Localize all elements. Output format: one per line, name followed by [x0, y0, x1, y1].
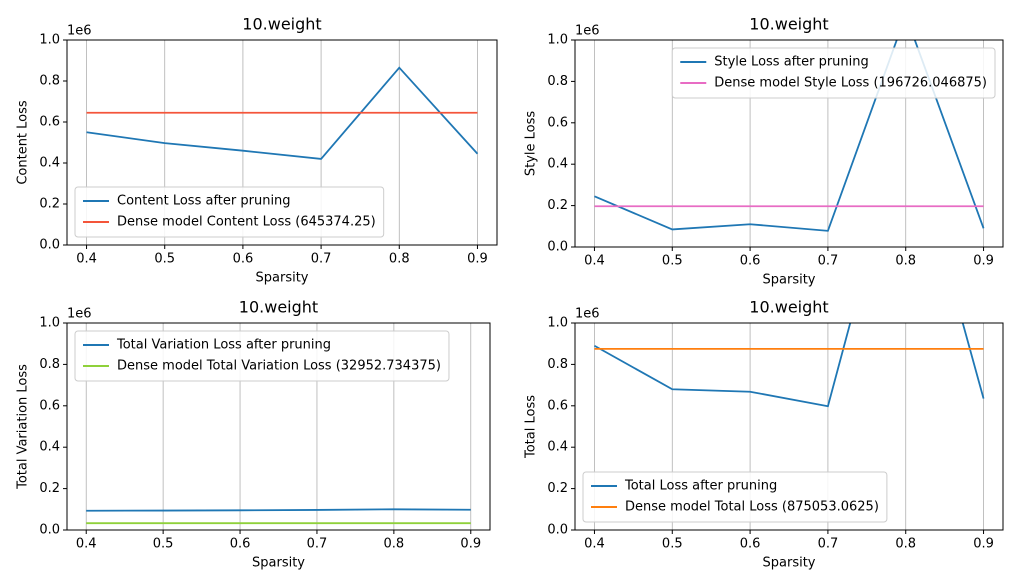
y-tick-label: 0.2 [547, 198, 568, 213]
x-tick-label: 0.7 [818, 254, 839, 269]
y-axis-label: Total Loss [524, 395, 539, 459]
y-tick-label: 0.0 [39, 238, 60, 253]
subplot: 0.4 0.5 0.6 0.7 0.8 0.9 0.0 0.2 0.4 0.6 0.8 1.0 10.w… [524, 298, 1004, 571]
x-tick-label: 0.8 [389, 252, 410, 267]
x-tick-label: 0.9 [973, 254, 994, 269]
series-line [594, 323, 985, 408]
chart-title: 10.weight [749, 15, 828, 34]
subplot: 0.4 0.5 0.6 0.7 0.8 0.9 0.0 0.2 0.4 0.6 0.8 1.0 10.w… [16, 298, 491, 571]
y-axis-label: Style Loss [524, 111, 539, 177]
legend-box [74, 330, 450, 382]
x-axis-label: Sparsity [763, 556, 816, 571]
y-axis-label: Total Variation Loss [16, 364, 31, 490]
x-tick-label: 0.4 [584, 254, 605, 269]
x-tick-label: 0.6 [740, 254, 761, 269]
plot-lines [86, 66, 479, 160]
x-tick-label: 0.5 [662, 254, 683, 269]
legend-label: Dense model Total Variation Loss (32952.… [117, 359, 441, 374]
legend: Style Loss after pruning Dense model Styl… [671, 47, 996, 99]
x-tick-label: 0.5 [662, 537, 683, 552]
y-tick-label: 1.0 [547, 316, 568, 331]
x-tick-label: 0.9 [460, 537, 481, 552]
chart-title: 10.weight [242, 15, 321, 34]
y-tick-label: 0.4 [39, 440, 60, 455]
legend-box [671, 47, 996, 99]
x-tick-label: 0.6 [233, 252, 254, 267]
axes-frame [574, 39, 1004, 248]
series-line [86, 66, 479, 160]
y-tick-label: 0.8 [39, 357, 60, 372]
x-axis-label: Sparsity [256, 271, 309, 286]
axes-frame [574, 322, 1004, 531]
x-tick-label: 0.4 [76, 537, 97, 552]
x-tick-label: 0.5 [153, 537, 174, 552]
y-tick-label: 1.0 [547, 33, 568, 48]
axes-frame [66, 39, 498, 246]
y-tick-label: 0.2 [39, 197, 60, 212]
y-tick-label: 0.6 [547, 398, 568, 413]
x-tick-label: 0.4 [584, 537, 605, 552]
x-tick-label: 0.9 [467, 252, 488, 267]
y-tick-label: 0.8 [547, 74, 568, 89]
x-tick-label: 0.4 [76, 252, 97, 267]
y-tick-label: 0.0 [39, 523, 60, 538]
chart-title: 10.weight [239, 298, 318, 317]
legend-label: Dense model Content Loss (645374.25) [117, 215, 376, 230]
y-tick-label: 0.4 [547, 440, 568, 455]
y-tick-label: 1.0 [39, 316, 60, 331]
y-tick-label: 0.0 [547, 240, 568, 255]
y-tick-label: 0.6 [39, 398, 60, 413]
x-tick-label: 0.6 [740, 537, 761, 552]
legend-label: Total Variation Loss after pruning [116, 338, 331, 353]
y-tick-label: 0.2 [547, 481, 568, 496]
subplot: 0.4 0.5 0.6 0.7 0.8 0.9 0.0 0.2 0.4 0.6 0.8 1.0 10.w… [16, 15, 498, 286]
series-line [86, 508, 471, 512]
x-tick-label: 0.7 [307, 537, 328, 552]
legend: Total Loss after pruning Dense model Tota… [582, 471, 888, 523]
y-tick-label: 0.4 [547, 157, 568, 172]
legend-label: Content Loss after pruning [117, 194, 291, 209]
legend: Content Loss after pruning Dense model Co… [74, 186, 385, 238]
legend-label: Dense model Total Loss (875053.0625) [625, 500, 879, 515]
offset-label: 1e6 [575, 307, 600, 322]
y-tick-label: 0.2 [39, 481, 60, 496]
y-tick-label: 0.4 [39, 156, 60, 171]
x-tick-label: 0.6 [230, 537, 251, 552]
y-tick-label: 0.6 [39, 115, 60, 130]
plot-lines [594, 323, 985, 408]
y-tick-label: 0.6 [547, 115, 568, 130]
x-tick-label: 0.5 [154, 252, 175, 267]
offset-label: 1e6 [67, 24, 92, 39]
y-tick-label: 0.8 [547, 357, 568, 372]
plot-lines [86, 508, 471, 525]
legend: Total Variation Loss after pruning Dense … [74, 330, 450, 382]
legend-label: Dense model Style Loss (196726.046875) [714, 76, 987, 91]
x-tick-label: 0.9 [973, 537, 994, 552]
x-tick-label: 0.7 [311, 252, 332, 267]
y-tick-label: 0.8 [39, 74, 60, 89]
x-axis-label: Sparsity [763, 273, 816, 288]
legend-box [582, 471, 888, 523]
offset-label: 1e6 [575, 24, 600, 39]
x-tick-label: 0.8 [895, 254, 916, 269]
y-axis-label: Content Loss [16, 100, 31, 185]
axes-frame [66, 322, 491, 531]
legend-label: Total Loss after pruning [624, 479, 777, 494]
x-tick-label: 0.7 [818, 537, 839, 552]
x-tick-label: 0.8 [384, 537, 405, 552]
legend-label: Style Loss after pruning [714, 55, 869, 70]
x-axis-label: Sparsity [252, 556, 305, 571]
y-tick-label: 0.0 [547, 523, 568, 538]
legend-box [74, 186, 385, 238]
offset-label: 1e6 [67, 307, 92, 322]
x-tick-label: 0.8 [895, 537, 916, 552]
y-tick-label: 1.0 [39, 33, 60, 48]
chart-title: 10.weight [749, 298, 828, 317]
subplot: 0.4 0.5 0.6 0.7 0.8 0.9 0.0 0.2 0.4 0.6 0.8 1.0 10.w… [524, 15, 1004, 288]
